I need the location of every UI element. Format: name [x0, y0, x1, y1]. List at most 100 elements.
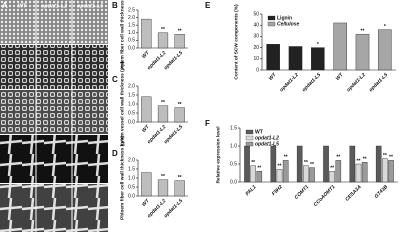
significance: ** — [330, 166, 334, 172]
bar — [349, 145, 356, 183]
y-axis-label: Relative expression level — [215, 126, 221, 183]
significance: ** — [257, 166, 261, 172]
micrograph — [0, 135, 108, 183]
x-tick-label: opdat1-L2 — [346, 72, 367, 93]
significance: ** — [161, 27, 165, 33]
bar — [288, 46, 303, 71]
bar — [244, 145, 250, 183]
y-tick-label: 0.5 — [128, 38, 135, 44]
significance: ** — [357, 158, 361, 164]
bar — [355, 163, 362, 183]
bar — [378, 29, 392, 71]
bar — [361, 161, 368, 183]
significance: * — [317, 42, 319, 48]
legend-label: Lignin — [277, 15, 292, 21]
significance: ** — [161, 100, 165, 106]
bar — [256, 170, 263, 183]
panel-letter: D — [112, 149, 118, 158]
legend-swatch — [245, 141, 254, 147]
bar — [250, 165, 256, 183]
column-label: opdat1-L5 — [77, 3, 104, 9]
column-label: WT — [18, 3, 27, 9]
x-tick-label: WT — [335, 71, 345, 81]
significance: ** — [363, 157, 367, 163]
bar — [266, 44, 280, 71]
bar — [355, 33, 370, 71]
significance: ** — [361, 28, 365, 34]
y-tick-label: 20 — [253, 45, 259, 51]
bar — [157, 105, 169, 123]
y-tick-label: 2.0 — [128, 83, 135, 89]
y-tick-label: 1.5 — [128, 92, 135, 98]
y-tick-label: 0 — [256, 67, 259, 73]
legend-label: opdat1-L2 — [255, 135, 279, 141]
significance: ** — [161, 174, 165, 180]
y-tick-label: 1.0 — [230, 143, 237, 149]
figure: A WT opdat1-L2 opdat1-L5 B Xylem fiber ce… — [0, 0, 398, 232]
x-tick-label: WT — [268, 71, 278, 81]
x-tick-label: WT — [141, 123, 151, 133]
legend-swatch — [267, 15, 276, 21]
y-tick-label: 0.5 — [128, 184, 135, 190]
y-axis-label: Phloem fiber cell wall thickness (μm) — [119, 136, 125, 220]
bar — [311, 47, 325, 71]
legend-label: Cellulose — [277, 21, 299, 27]
micrograph — [0, 0, 108, 44]
panel-letter: A — [2, 1, 8, 10]
x-tick-label: opdat1-L5 — [368, 72, 389, 93]
page: A WT opdat1-L2 opdat1-L5 B Xylem fiber ce… — [0, 0, 400, 232]
y-tick-label: 1.0 — [128, 175, 135, 181]
micrograph — [0, 45, 108, 89]
y-tick-label: 1.5 — [128, 23, 135, 29]
bar — [282, 160, 289, 183]
bar — [335, 160, 342, 183]
bar — [296, 145, 303, 183]
micrograph — [0, 184, 108, 232]
bar — [309, 167, 315, 183]
y-tick-label: 30 — [253, 34, 259, 40]
bar — [388, 160, 394, 183]
legend-swatch — [267, 21, 276, 27]
y-tick-label: 1.5 — [128, 166, 135, 172]
y-tick-label: 50 — [253, 11, 259, 17]
column-label: opdat1-L2 — [41, 3, 67, 9]
y-tick-label: 0.0 — [230, 179, 237, 185]
bar — [141, 18, 152, 49]
bar — [174, 34, 185, 49]
y-tick-label: 1.0 — [128, 101, 135, 107]
x-tick-label: F5H2 — [271, 184, 284, 197]
y-tick-label: 0.5 — [128, 110, 135, 116]
x-tick-label: PAL1 — [244, 184, 257, 197]
significance: ** — [389, 155, 393, 161]
bar — [157, 32, 169, 49]
x-tick-label: WT — [141, 197, 151, 207]
panel-letter: B — [112, 1, 118, 10]
y-tick-label: 1.0 — [128, 30, 135, 36]
x-tick-label: GT43B — [374, 184, 390, 200]
y-tick-label: 0.0 — [128, 193, 135, 199]
bar — [174, 180, 185, 197]
x-tick-label: CCoAOMT1 — [313, 184, 337, 208]
y-tick-label: 2.0 — [128, 157, 135, 163]
bar — [157, 179, 169, 197]
bar — [329, 170, 335, 183]
legend-label: WT — [255, 129, 263, 135]
y-tick-label: 1.5 — [230, 125, 237, 131]
panel-letter: F — [205, 119, 210, 128]
micrograph — [0, 90, 108, 134]
x-tick-label: opdat1-L2 — [279, 72, 300, 93]
x-tick-label: CESA3A — [344, 184, 363, 203]
panel-letter: C — [112, 75, 118, 84]
bar — [375, 145, 382, 183]
significance: ** — [178, 175, 182, 181]
significance: ** — [383, 153, 387, 159]
significance: ** — [178, 29, 182, 35]
x-tick-label: WT — [141, 49, 151, 59]
bar — [382, 158, 388, 183]
legend-swatch — [245, 129, 254, 135]
significance: ** — [304, 160, 308, 166]
bar — [174, 107, 185, 123]
significance: ** — [310, 162, 314, 168]
panel-letter: E — [205, 1, 211, 10]
y-axis-label: Xylem fiber cell wall thickness (μm) — [119, 0, 125, 69]
